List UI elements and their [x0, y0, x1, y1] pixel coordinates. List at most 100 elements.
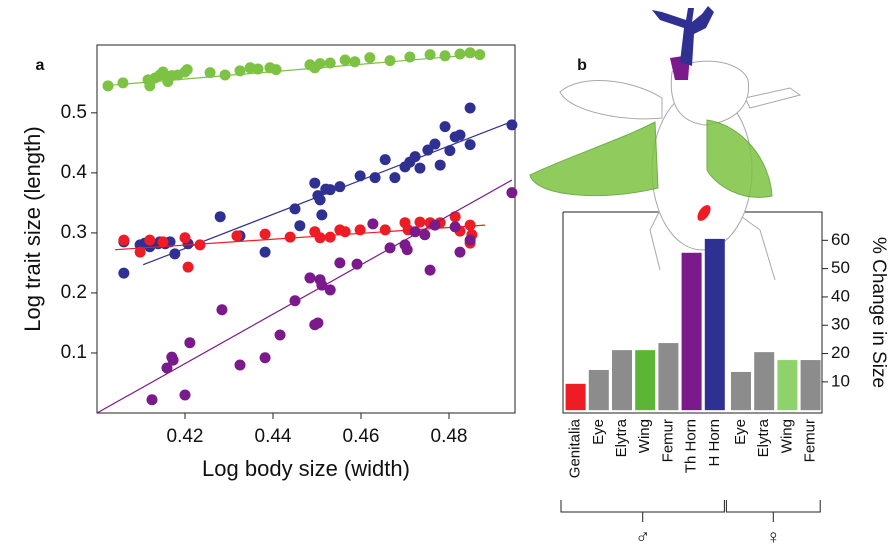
point	[294, 220, 306, 232]
group-bracket	[560, 500, 725, 522]
point	[449, 211, 461, 223]
bar	[800, 360, 821, 411]
y-tick-label: 0.3	[61, 222, 87, 243]
point	[194, 239, 206, 251]
point	[464, 219, 476, 231]
head-horn	[652, 6, 714, 66]
point	[389, 172, 401, 184]
point	[157, 236, 169, 248]
genitalia	[697, 205, 711, 221]
point	[367, 218, 379, 230]
point	[182, 261, 194, 273]
point	[169, 248, 181, 260]
point	[134, 246, 146, 258]
point	[409, 226, 421, 238]
point	[144, 234, 156, 246]
bar	[635, 350, 656, 411]
point	[204, 67, 216, 79]
x-tick-label: 0.46	[343, 426, 380, 447]
point	[144, 80, 156, 92]
point	[216, 304, 228, 316]
pronotum	[670, 60, 750, 126]
x-tick-label: 0.44	[255, 426, 292, 447]
y-tick-label: 40	[831, 286, 850, 305]
point	[404, 51, 416, 63]
bar	[612, 350, 632, 411]
y-tick-label: 10	[831, 371, 850, 390]
bar	[731, 371, 751, 411]
y-axis-label: % Change in Size	[868, 237, 889, 388]
point	[351, 258, 363, 270]
point	[259, 352, 271, 364]
point	[259, 246, 271, 258]
bar	[777, 360, 798, 411]
point	[118, 267, 130, 279]
panel-b-bars: 10 20 30 40 50 60 % Change in Size Genitalia Eye…	[560, 230, 889, 548]
bar	[658, 343, 679, 411]
point	[167, 354, 179, 366]
beetle-illustration	[529, 6, 802, 281]
point	[304, 272, 316, 284]
y-tick-label: 0.5	[61, 102, 87, 123]
point	[184, 337, 196, 349]
point	[334, 257, 346, 269]
x-tick-label: 0.42	[167, 426, 204, 447]
x-axis-label: Log body size (width)	[202, 456, 410, 481]
point	[214, 211, 226, 223]
point	[429, 219, 441, 231]
point	[424, 49, 436, 61]
point	[454, 129, 466, 141]
fit-line	[96, 179, 513, 414]
y-tick-label: 0.1	[61, 342, 87, 363]
point	[270, 64, 282, 76]
point	[429, 138, 441, 150]
y-tick-label: 20	[831, 343, 850, 362]
group-bracket	[725, 500, 821, 522]
x-tick-label: Eye	[732, 419, 749, 445]
right-wing	[706, 119, 773, 198]
point	[439, 121, 451, 133]
point	[324, 284, 336, 296]
x-tick-label: Genitalia	[567, 418, 584, 478]
left-elytron	[559, 80, 663, 120]
x-tick-label: Femur	[802, 419, 819, 462]
x-tick-label: Eye	[590, 419, 607, 445]
point	[289, 295, 301, 307]
point	[334, 181, 346, 193]
point	[339, 54, 351, 66]
point	[464, 139, 476, 151]
point	[424, 264, 436, 276]
point	[102, 80, 114, 92]
point	[284, 231, 296, 243]
point	[314, 232, 326, 244]
x-tick-label: Femur	[659, 419, 676, 462]
left-wing	[529, 121, 659, 197]
y-tick-label: 30	[831, 315, 850, 334]
point	[314, 194, 326, 206]
point	[314, 58, 326, 70]
point	[409, 151, 421, 163]
point	[444, 145, 456, 157]
point	[181, 64, 193, 76]
point	[419, 229, 431, 241]
point	[401, 244, 413, 256]
bar	[588, 369, 609, 411]
x-tick-label: H Horn	[706, 419, 723, 467]
panel-a: a 0.42 0.44 0.46 0.48 0.1 0.2 0.3 0.4 0.5 Log body…	[20, 44, 518, 481]
point	[234, 359, 246, 371]
point	[384, 55, 396, 67]
point	[354, 170, 366, 182]
point	[146, 394, 158, 406]
point	[312, 317, 324, 329]
bar	[754, 352, 775, 411]
point	[384, 242, 396, 254]
point	[179, 232, 191, 244]
y-tick-label: 60	[831, 230, 850, 249]
bar	[565, 383, 586, 411]
point	[219, 69, 231, 81]
bar	[704, 238, 725, 411]
point	[339, 226, 351, 238]
point	[349, 56, 361, 68]
panel-label: a	[36, 57, 45, 74]
